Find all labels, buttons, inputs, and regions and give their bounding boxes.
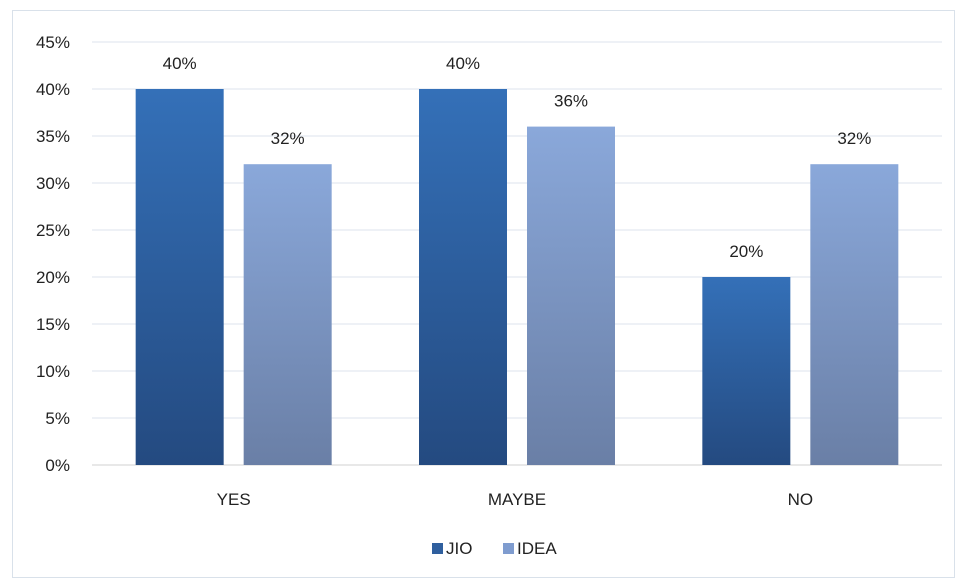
bar-jio-yes [135, 89, 224, 465]
y-tick-label: 35% [36, 127, 70, 146]
legend: JIO IDEA [432, 539, 557, 558]
x-tick-label: NO [788, 490, 814, 509]
bar-idea-maybe [527, 126, 615, 465]
bar-idea-no [810, 164, 899, 465]
x-tick-label: YES [217, 490, 251, 509]
data-label: 32% [271, 129, 305, 148]
legend-label-jio: JIO [446, 539, 472, 558]
y-tick-label: 20% [36, 268, 70, 287]
y-tick-label: 25% [36, 221, 70, 240]
y-tick-label: 0% [45, 456, 70, 475]
data-label: 20% [729, 242, 763, 261]
data-label: 32% [837, 129, 871, 148]
data-label: 40% [446, 54, 480, 73]
bars [135, 89, 899, 465]
gridlines [92, 41, 942, 466]
y-tick-label: 30% [36, 174, 70, 193]
data-label: 40% [163, 54, 197, 73]
bar-jio-no [702, 277, 791, 465]
legend-label-idea: IDEA [517, 539, 557, 558]
y-tick-label: 15% [36, 315, 70, 334]
bar-idea-yes [243, 164, 332, 465]
y-axis-tick-labels: 0% 5% 10% 15% 20% 25% 30% 35% 40% 45% [36, 33, 70, 475]
legend-swatch-jio [432, 543, 443, 554]
data-label: 36% [554, 92, 588, 111]
bar-jio-maybe [419, 89, 507, 465]
x-tick-label: MAYBE [488, 490, 546, 509]
y-tick-label: 10% [36, 362, 70, 381]
data-labels: 40% 32% 40% 36% 20% 32% [163, 54, 872, 261]
y-tick-label: 40% [36, 80, 70, 99]
y-tick-label: 45% [36, 33, 70, 52]
x-axis-tick-labels: YES MAYBE NO [217, 490, 813, 509]
legend-swatch-idea [503, 543, 514, 554]
y-tick-label: 5% [45, 409, 70, 428]
